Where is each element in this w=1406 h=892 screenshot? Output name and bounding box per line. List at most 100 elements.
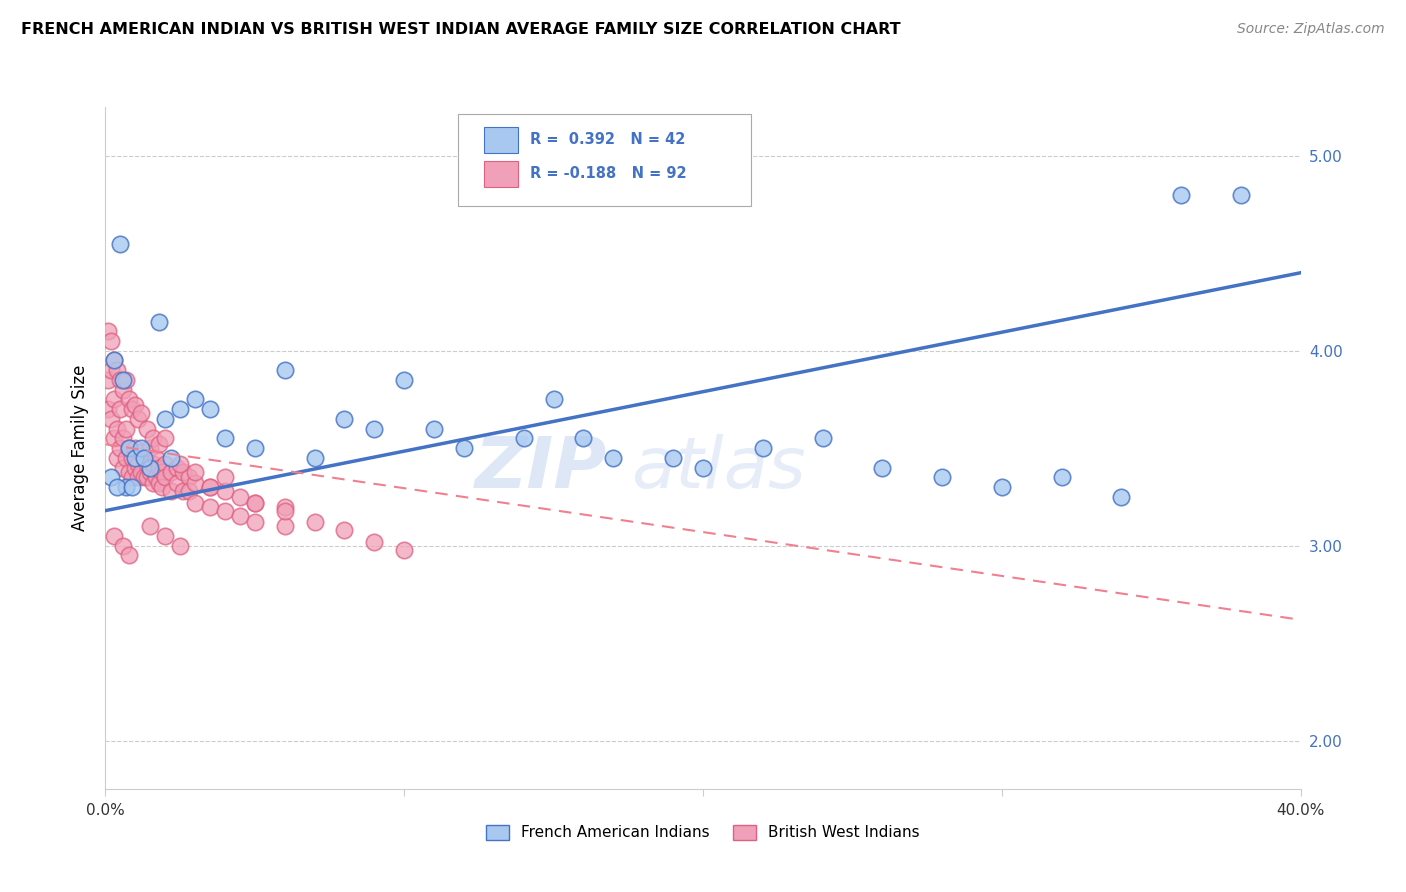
Text: R = -0.188   N = 92: R = -0.188 N = 92 <box>530 167 686 181</box>
Point <box>177 484 201 499</box>
Point <box>97 324 120 338</box>
Point <box>110 236 132 251</box>
Point <box>543 392 565 407</box>
Point <box>243 516 266 530</box>
FancyBboxPatch shape <box>484 161 517 187</box>
Point <box>103 353 125 368</box>
Point <box>304 516 326 530</box>
Point <box>198 480 221 494</box>
Point <box>363 422 385 436</box>
Point <box>394 542 416 557</box>
Point <box>333 412 356 426</box>
Point <box>129 406 153 420</box>
Point <box>872 460 894 475</box>
Text: ZIP: ZIP <box>475 434 607 503</box>
Point <box>112 460 135 475</box>
Point <box>115 480 138 494</box>
Point <box>139 465 162 479</box>
Point <box>692 460 714 475</box>
Point <box>121 470 143 484</box>
Point <box>136 457 159 471</box>
Point <box>142 476 165 491</box>
Point <box>155 470 177 484</box>
FancyBboxPatch shape <box>484 127 517 153</box>
Point <box>229 509 252 524</box>
Point <box>214 484 236 499</box>
Point <box>155 412 177 426</box>
Point <box>148 476 170 491</box>
Point <box>811 432 834 446</box>
Point <box>169 539 191 553</box>
Point <box>139 519 162 533</box>
Point <box>129 465 153 479</box>
Point <box>155 529 177 543</box>
Point <box>229 490 252 504</box>
Point <box>155 457 177 471</box>
Point <box>333 523 356 537</box>
Point <box>198 480 221 494</box>
Point <box>243 442 266 455</box>
Point <box>1111 490 1133 504</box>
Point <box>127 457 149 471</box>
Point <box>142 432 165 446</box>
Point <box>107 363 129 377</box>
Point <box>572 432 595 446</box>
Point <box>214 432 236 446</box>
FancyBboxPatch shape <box>458 114 751 206</box>
Point <box>100 363 122 377</box>
Point <box>243 496 266 510</box>
Point <box>118 549 141 563</box>
Point <box>243 496 266 510</box>
Point <box>150 465 173 479</box>
Point <box>423 422 446 436</box>
Point <box>100 412 122 426</box>
Point <box>136 470 159 484</box>
Legend: French American Indians, British West Indians: French American Indians, British West In… <box>481 818 925 847</box>
Point <box>273 363 295 377</box>
Text: R =  0.392   N = 42: R = 0.392 N = 42 <box>530 132 685 147</box>
Point <box>172 465 194 479</box>
Point <box>184 476 207 491</box>
Point <box>160 484 183 499</box>
Point <box>121 402 143 417</box>
Point <box>1229 187 1253 202</box>
Point <box>115 373 138 387</box>
Point <box>129 442 153 455</box>
Point <box>751 442 773 455</box>
Point <box>110 402 132 417</box>
Point <box>127 470 149 484</box>
Point <box>107 450 129 465</box>
Point <box>115 422 138 436</box>
Point <box>198 402 221 417</box>
Point <box>118 442 141 455</box>
Point <box>139 460 162 475</box>
Point <box>394 373 416 387</box>
Point <box>169 402 191 417</box>
Point <box>110 373 132 387</box>
Point <box>118 392 141 407</box>
Point <box>124 450 146 465</box>
Point <box>100 334 122 348</box>
Y-axis label: Average Family Size: Average Family Size <box>72 365 90 532</box>
Point <box>124 442 146 455</box>
Point <box>107 422 129 436</box>
Text: Source: ZipAtlas.com: Source: ZipAtlas.com <box>1237 22 1385 37</box>
Point <box>172 484 194 499</box>
Point <box>134 450 156 465</box>
Point <box>124 398 146 412</box>
Point <box>602 450 624 465</box>
Text: FRENCH AMERICAN INDIAN VS BRITISH WEST INDIAN AVERAGE FAMILY SIZE CORRELATION CH: FRENCH AMERICAN INDIAN VS BRITISH WEST I… <box>21 22 901 37</box>
Point <box>662 450 685 465</box>
Point <box>103 432 125 446</box>
Point <box>160 450 183 465</box>
Point <box>103 529 125 543</box>
Point <box>124 460 146 475</box>
Point <box>453 442 475 455</box>
Point <box>273 519 295 533</box>
Text: atlas: atlas <box>631 434 806 503</box>
Point <box>155 432 177 446</box>
Point <box>931 470 953 484</box>
Point <box>118 442 141 455</box>
Point <box>169 457 191 471</box>
Point <box>160 465 183 479</box>
